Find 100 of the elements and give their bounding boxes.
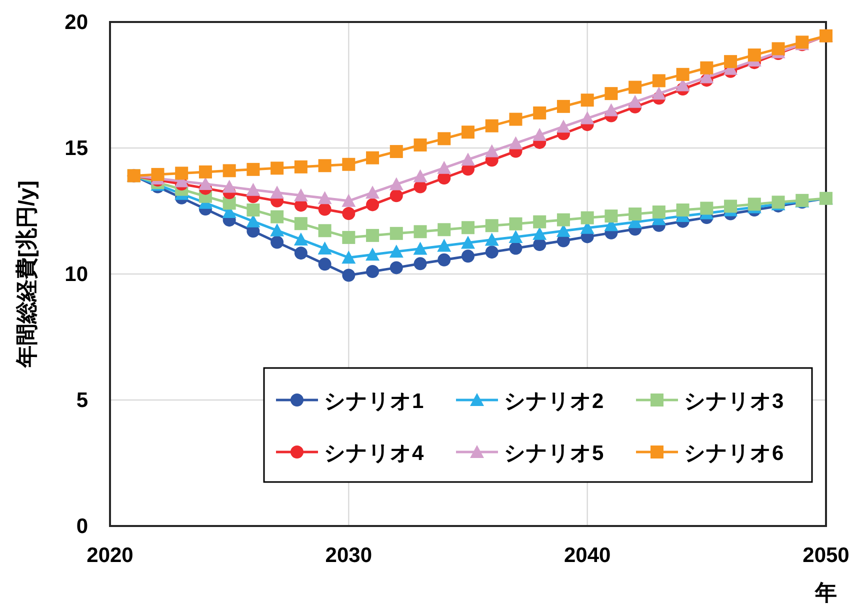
point [318,258,332,271]
point [366,264,380,278]
point [318,202,332,216]
point [508,230,523,243]
point [676,68,690,81]
point [485,219,498,232]
y-tick-label: 10 [64,263,88,286]
point [580,211,594,224]
point [342,207,356,220]
point [270,162,284,175]
point [390,189,403,202]
point [342,268,356,282]
x-axis-title: 年 [814,580,837,605]
point [462,250,474,263]
point [318,224,332,238]
point [270,186,284,199]
point [198,177,212,190]
point [532,226,547,240]
point [604,87,618,100]
point [390,261,403,274]
point [748,48,761,62]
point [366,186,380,199]
legend-label: シナリオ4 [324,442,424,465]
point [270,236,284,249]
point [652,74,666,88]
point [556,213,570,226]
point [652,86,666,100]
x-tick-label: 2020 [86,544,134,567]
point [414,138,427,152]
point [270,210,284,224]
point [533,215,546,228]
point [437,238,452,252]
point [700,61,714,74]
point [270,223,284,236]
point [485,246,498,259]
point [246,182,260,196]
point [604,103,618,116]
point [294,160,308,174]
legend-label: シナリオ1 [324,390,424,413]
point [509,242,522,255]
point [222,164,236,178]
point [604,210,618,223]
point [342,230,356,244]
point [413,242,428,255]
point [151,168,164,181]
point [556,100,570,113]
x-tick-label: 2030 [325,544,372,567]
point [294,232,308,246]
point [294,246,308,260]
point [438,253,451,266]
point [556,120,570,133]
point [366,151,380,164]
point [342,194,356,207]
point [580,111,594,124]
point [294,217,308,230]
legend-label: シナリオ6 [684,442,784,465]
point [484,232,499,246]
point [437,160,452,174]
point [580,94,594,107]
legend-label: シナリオ5 [504,442,604,465]
y-tick-label: 20 [64,11,88,34]
point [318,191,332,204]
point [772,42,785,56]
point [484,144,499,158]
point [390,145,403,158]
point [222,196,236,210]
point [438,223,451,236]
point [414,225,427,238]
point [175,166,188,180]
point [438,132,451,146]
point [366,198,380,212]
point [318,242,332,255]
x-tick-label: 2050 [802,544,850,567]
point [628,80,642,94]
point [246,162,260,176]
y-tick-label: 5 [76,389,88,412]
point [461,152,475,166]
point [676,203,690,216]
point [414,180,427,194]
point [748,198,761,211]
point [509,112,522,126]
point [222,180,236,193]
point [700,202,714,215]
point [198,165,212,178]
point [414,257,427,270]
point [533,238,546,252]
y-tick-label: 15 [64,137,88,160]
point [724,55,738,68]
point [294,188,308,202]
point [628,208,642,221]
point [342,250,356,264]
point [628,94,642,108]
point [508,136,523,150]
point [366,248,380,261]
point [652,206,666,219]
point [724,200,738,213]
point [462,221,474,234]
point [366,228,380,242]
legend-label: シナリオ2 [504,390,604,413]
point [462,126,474,139]
